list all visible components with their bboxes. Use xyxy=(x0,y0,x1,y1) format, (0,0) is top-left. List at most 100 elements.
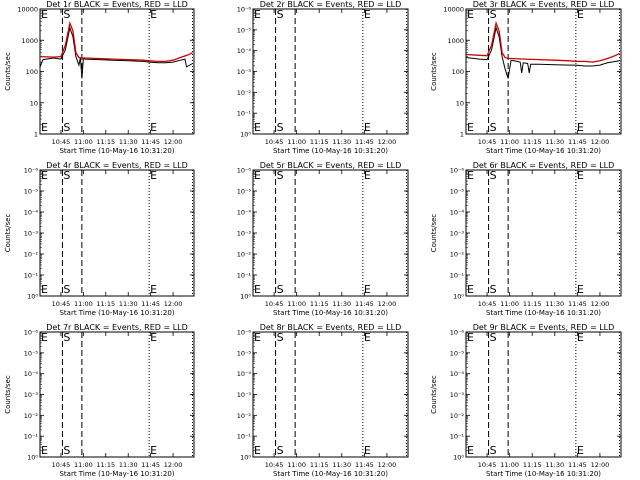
x-tick-label: 11:00 xyxy=(74,300,93,308)
x-tick-label: 11:45 xyxy=(355,138,374,146)
time-marker-s: S xyxy=(490,8,497,21)
panel-title: Det 9r BLACK = Events, RED = LLD xyxy=(473,323,615,332)
y-tick-label: 10⁻² xyxy=(237,251,252,259)
x-tick-label: 11:00 xyxy=(74,461,93,469)
y-tick-label: 1 xyxy=(34,131,38,139)
x-tick-label: 12:00 xyxy=(164,138,183,146)
y-tick-label: 10⁻¹ xyxy=(237,272,252,280)
time-marker-e-bottom: E xyxy=(364,444,371,457)
y-tick-label: 10000 xyxy=(443,6,464,14)
y-tick-label: 10⁻² xyxy=(450,251,465,259)
y-tick-label: 10⁻⁶ xyxy=(450,329,465,337)
y-tick-label: 10⁻¹ xyxy=(450,272,465,280)
y-tick-label: 10⁻¹ xyxy=(24,433,39,441)
time-marker-s-bottom: S xyxy=(490,444,497,457)
y-tick-label: 10⁻⁵ xyxy=(450,188,465,196)
time-marker-s-bottom: S xyxy=(63,283,70,296)
time-marker-s: S xyxy=(63,331,70,344)
time-marker-e-bottom: E xyxy=(254,444,261,457)
y-axis-label: Counts/sec xyxy=(4,52,12,91)
y-tick-label: 10⁻⁴ xyxy=(237,47,252,55)
y-tick-label: 10⁻⁵ xyxy=(237,349,252,357)
time-marker-e: E xyxy=(41,169,48,182)
time-marker-e: E xyxy=(364,331,371,344)
panel-det-7: Det 7r BLACK = Events, RED = LLD 10⁰ 10⁻¹ 1… xyxy=(4,323,195,478)
plot-frame xyxy=(39,169,195,297)
time-marker-e: E xyxy=(364,8,371,21)
plot-frame xyxy=(39,331,195,458)
y-tick-label: 10⁻⁴ xyxy=(450,370,465,378)
panel-det-1: Det 1r BLACK = Events, RED = LLD 1 10 100 10… xyxy=(4,0,195,155)
y-tick-label: 10⁻⁵ xyxy=(237,188,252,196)
panel-title: Det 6r BLACK = Events, RED = LLD xyxy=(473,161,615,170)
x-tick-label: 11:30 xyxy=(545,461,564,469)
x-tick-label: 11:30 xyxy=(119,300,138,308)
y-tick-label: 1000 xyxy=(21,37,38,45)
time-marker-e: E xyxy=(150,169,157,182)
panel-title: Det 5r BLACK = Events, RED = LLD xyxy=(260,161,402,170)
y-axis-label: Counts/sec xyxy=(430,375,438,414)
x-tick-label: 11:00 xyxy=(287,461,306,469)
x-tick-label: 12:00 xyxy=(164,300,183,308)
y-tick-label: 10⁻¹ xyxy=(24,272,39,280)
x-tick-label: 10:45 xyxy=(52,461,71,469)
y-tick-label: 10⁻⁴ xyxy=(237,209,252,217)
time-marker-e-bottom: E xyxy=(41,121,48,134)
time-marker-s-bottom: S xyxy=(277,121,284,134)
time-marker-e: E xyxy=(41,8,48,21)
x-axis-label: Start Time (10-May-16 10:31:20) xyxy=(273,147,388,155)
x-tick-label: 12:00 xyxy=(591,300,610,308)
plot-frame xyxy=(39,8,195,135)
y-tick-label: 10⁻⁵ xyxy=(450,349,465,357)
y-tick-label: 10⁰ xyxy=(27,454,38,462)
y-axis-label: Counts/sec xyxy=(4,375,12,414)
x-tick-label: 12:00 xyxy=(591,461,610,469)
x-tick-label: 11:15 xyxy=(310,138,329,146)
x-tick-label: 12:00 xyxy=(164,461,183,469)
time-marker-e: E xyxy=(577,8,584,21)
panel-title: Det 7r BLACK = Events, RED = LLD xyxy=(46,323,188,332)
time-marker-s: S xyxy=(63,8,70,21)
time-marker-s: S xyxy=(490,169,497,182)
y-tick-label: 10 xyxy=(456,99,464,107)
x-tick-label: 12:00 xyxy=(378,138,397,146)
panel-det-4: Det 4r BLACK = Events, RED = LLD 10⁰ 10⁻¹ 1… xyxy=(4,161,195,317)
time-marker-s-bottom: S xyxy=(490,121,497,134)
panel-title: Det 2r BLACK = Events, RED = LLD xyxy=(260,0,402,9)
plot-frame xyxy=(465,8,622,135)
y-tick-label: 10⁻³ xyxy=(24,391,39,399)
y-tick-label: 10⁻² xyxy=(450,412,465,420)
x-tick-label: 11:00 xyxy=(287,300,306,308)
x-tick-label: 11:15 xyxy=(96,138,115,146)
y-tick-label: 1000 xyxy=(447,37,464,45)
time-marker-e-bottom: E xyxy=(150,283,157,296)
y-tick-label: 10⁻⁶ xyxy=(237,329,252,337)
x-tick-label: 11:15 xyxy=(310,461,329,469)
x-tick-label: 12:00 xyxy=(591,138,610,146)
x-tick-label: 11:00 xyxy=(74,138,93,146)
time-marker-e: E xyxy=(254,8,261,21)
y-tick-label: 10⁻⁶ xyxy=(237,167,252,175)
plot-frame xyxy=(252,8,409,135)
plot-frame xyxy=(465,169,622,297)
x-tick-label: 11:15 xyxy=(96,300,115,308)
time-marker-e: E xyxy=(150,8,157,21)
time-marker-e-bottom: E xyxy=(467,283,474,296)
y-tick-label: 10 xyxy=(30,99,38,107)
time-marker-s-bottom: S xyxy=(63,444,70,457)
x-axis-label: Start Time (10-May-16 10:31:20) xyxy=(486,147,601,155)
time-marker-e-bottom: E xyxy=(577,283,584,296)
x-tick-label: 11:00 xyxy=(500,461,519,469)
x-tick-label: 11:30 xyxy=(545,300,564,308)
time-marker-s-bottom: S xyxy=(277,283,284,296)
y-tick-label: 10⁻³ xyxy=(24,230,39,238)
y-tick-label: 10⁻¹ xyxy=(237,433,252,441)
y-tick-label: 10⁰ xyxy=(240,454,251,462)
time-marker-e-bottom: E xyxy=(577,121,584,134)
x-tick-label: 11:15 xyxy=(523,461,542,469)
time-marker-e-bottom: E xyxy=(254,121,261,134)
x-tick-label: 10:45 xyxy=(478,138,497,146)
y-tick-label: 10⁻¹ xyxy=(237,110,252,118)
y-tick-label: 10⁻² xyxy=(24,412,39,420)
x-tick-label: 11:15 xyxy=(523,138,542,146)
